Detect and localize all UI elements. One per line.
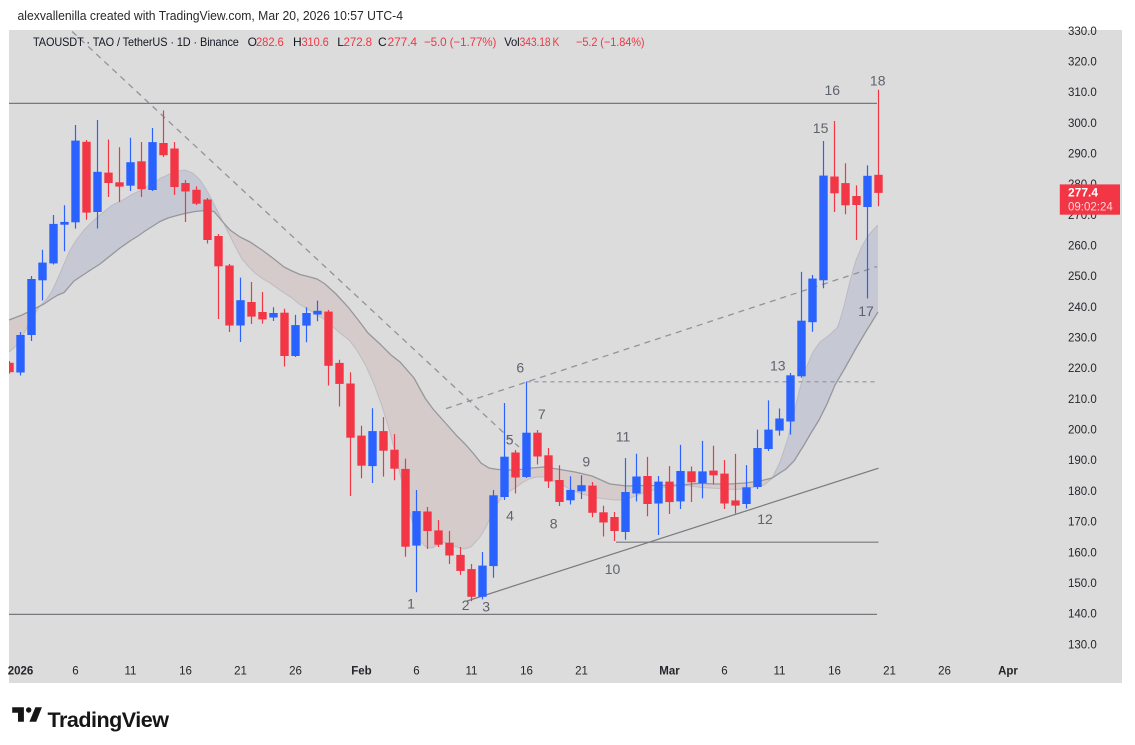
svg-text:3: 3 bbox=[482, 599, 490, 615]
svg-text:210.0: 210.0 bbox=[1068, 394, 1097, 406]
svg-text:277.4: 277.4 bbox=[388, 35, 418, 49]
svg-text:11: 11 bbox=[125, 666, 137, 678]
svg-text:21: 21 bbox=[575, 666, 588, 678]
svg-text:TradingView: TradingView bbox=[48, 709, 170, 732]
svg-text:272.8: 272.8 bbox=[344, 35, 373, 49]
svg-text:17: 17 bbox=[858, 303, 874, 319]
svg-text:Feb: Feb bbox=[351, 666, 371, 678]
svg-text:310.6: 310.6 bbox=[302, 35, 330, 49]
svg-text:220.0: 220.0 bbox=[1068, 363, 1097, 375]
svg-text:8: 8 bbox=[550, 516, 558, 532]
svg-text:9: 9 bbox=[582, 454, 590, 470]
svg-text:240.0: 240.0 bbox=[1068, 302, 1097, 314]
svg-text:O: O bbox=[248, 35, 257, 49]
svg-text:26: 26 bbox=[938, 666, 951, 678]
svg-text:21: 21 bbox=[883, 666, 896, 678]
svg-text:250.0: 250.0 bbox=[1068, 271, 1097, 283]
svg-text:12: 12 bbox=[757, 511, 773, 527]
svg-text:16: 16 bbox=[179, 666, 192, 678]
svg-text:C: C bbox=[378, 35, 387, 49]
svg-text:277.4: 277.4 bbox=[1068, 186, 1098, 200]
svg-text:300.0: 300.0 bbox=[1068, 118, 1097, 130]
svg-text:26: 26 bbox=[289, 666, 302, 678]
svg-text:11: 11 bbox=[774, 666, 786, 678]
svg-text:180.0: 180.0 bbox=[1068, 486, 1097, 498]
svg-text:260.0: 260.0 bbox=[1068, 241, 1097, 253]
svg-text:6: 6 bbox=[721, 666, 727, 678]
svg-text:4: 4 bbox=[506, 508, 514, 524]
svg-text:16: 16 bbox=[828, 666, 841, 678]
svg-text:290.0: 290.0 bbox=[1068, 149, 1097, 161]
svg-text:09:02:24: 09:02:24 bbox=[1068, 202, 1113, 214]
svg-text:13: 13 bbox=[770, 358, 786, 374]
svg-text:170.0: 170.0 bbox=[1068, 517, 1097, 529]
svg-text:130.0: 130.0 bbox=[1068, 639, 1097, 651]
svg-text:alexvallenilla created with Tr: alexvallenilla created with TradingView.… bbox=[18, 8, 404, 23]
svg-text:150.0: 150.0 bbox=[1068, 578, 1097, 590]
svg-text:6: 6 bbox=[72, 666, 78, 678]
svg-text:Apr: Apr bbox=[998, 666, 1018, 678]
svg-text:330.0: 330.0 bbox=[1068, 26, 1097, 38]
svg-text:Mar: Mar bbox=[659, 666, 680, 678]
svg-text:TAOUSDT · TAO / TetherUS · 1D: TAOUSDT · TAO / TetherUS · 1D · Binance bbox=[33, 35, 239, 49]
svg-text:18: 18 bbox=[870, 73, 886, 89]
svg-text:343.18 K: 343.18 K bbox=[520, 35, 560, 49]
svg-text:16: 16 bbox=[520, 666, 533, 678]
svg-text:1: 1 bbox=[407, 596, 415, 612]
svg-text:2: 2 bbox=[462, 597, 470, 613]
svg-text:H: H bbox=[293, 35, 302, 49]
svg-text:160.0: 160.0 bbox=[1068, 547, 1097, 559]
svg-text:230.0: 230.0 bbox=[1068, 333, 1097, 345]
svg-text:6: 6 bbox=[413, 666, 419, 678]
svg-text:7: 7 bbox=[538, 406, 546, 422]
svg-text:21: 21 bbox=[234, 666, 247, 678]
svg-text:−5.0 (−1.77%): −5.0 (−1.77%) bbox=[424, 35, 496, 49]
svg-text:2026: 2026 bbox=[8, 666, 34, 678]
svg-text:310.0: 310.0 bbox=[1068, 87, 1097, 99]
svg-text:10: 10 bbox=[605, 561, 621, 577]
svg-text:Vol: Vol bbox=[504, 35, 519, 49]
svg-text:L: L bbox=[337, 35, 344, 49]
svg-text:6: 6 bbox=[516, 360, 524, 376]
svg-text:140.0: 140.0 bbox=[1068, 609, 1097, 621]
svg-text:282.6: 282.6 bbox=[256, 35, 284, 49]
svg-text:5: 5 bbox=[506, 432, 514, 448]
svg-text:−5.2 (−1.84%): −5.2 (−1.84%) bbox=[576, 35, 645, 49]
svg-text:15: 15 bbox=[813, 120, 829, 136]
svg-text:16: 16 bbox=[825, 82, 841, 98]
svg-text:11: 11 bbox=[616, 429, 631, 445]
svg-text:320.0: 320.0 bbox=[1068, 57, 1097, 69]
svg-text:200.0: 200.0 bbox=[1068, 425, 1097, 437]
svg-text:11: 11 bbox=[466, 666, 478, 678]
svg-text:190.0: 190.0 bbox=[1068, 455, 1097, 467]
